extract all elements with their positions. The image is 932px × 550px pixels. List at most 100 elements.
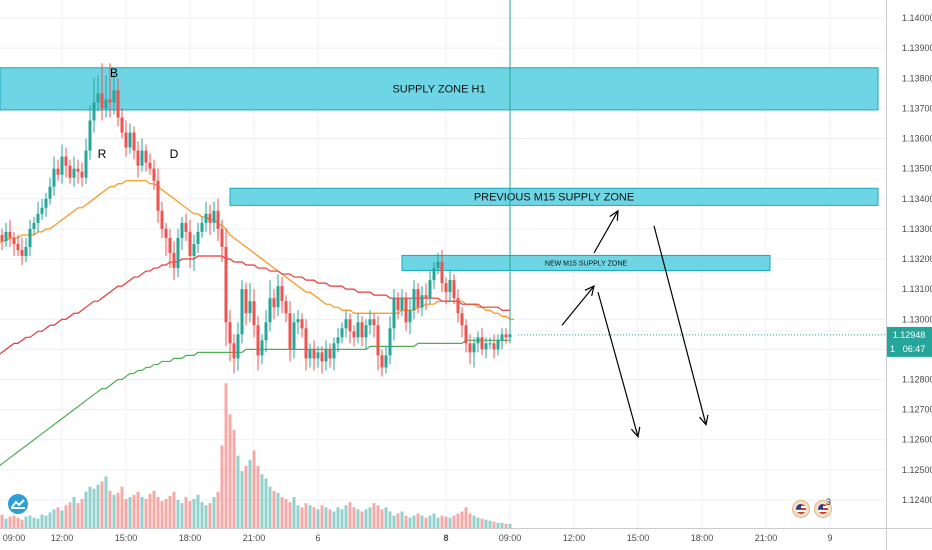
volume-bar (168, 495, 172, 528)
us-flag-event-icon[interactable] (792, 500, 810, 518)
volume-bar (64, 505, 68, 528)
candle-body (324, 349, 328, 362)
candle-body (188, 231, 192, 256)
candle-body (308, 349, 312, 359)
candle-body (8, 231, 12, 238)
candle-body (240, 289, 244, 335)
time-tick-label: 12:00 (563, 533, 586, 543)
volume-bar (148, 493, 152, 528)
price-axis[interactable]: 1.14000 1.13900 1.13800 1.13700 1.13600 1.135… (902, 13, 932, 505)
volume-bar (208, 503, 212, 528)
time-axis[interactable]: 09:00 12:00 15:00 18:00 21:00 6 8 09:00 12:00 15:… (3, 533, 833, 543)
supply-zones: SUPPLY ZONE H1 PREVIOUS M15 SUPPLY ZONE NE… (0, 67, 879, 271)
candle-body (212, 210, 216, 223)
candle-body (508, 334, 512, 338)
candle-body (248, 301, 252, 314)
volume-bar (452, 515, 456, 528)
candle-body (268, 298, 272, 323)
volume-bar (372, 503, 376, 528)
volume-bar (464, 507, 468, 528)
candle-body (332, 343, 336, 359)
volume-bar (352, 507, 356, 528)
volume-bar (316, 509, 320, 528)
volume-bar (144, 499, 148, 528)
projection-arrow (597, 291, 639, 437)
current-price-value: 1.12948 (893, 330, 926, 340)
candle-body (456, 298, 460, 314)
supply-zone (229, 187, 879, 206)
candle-body (464, 325, 468, 344)
price-tick-label: 1.13700 (902, 103, 932, 113)
candle-body (500, 334, 504, 341)
candle-body (36, 213, 40, 223)
candle-body (68, 165, 72, 178)
time-tick-label: 18:00 (691, 533, 714, 543)
projection-arrows (561, 209, 709, 439)
us-flag-event-icon-2[interactable] (814, 500, 832, 518)
candle-body (340, 328, 344, 338)
volume-bar (416, 513, 420, 528)
volume-bar (364, 509, 368, 528)
volume-bar (196, 494, 200, 528)
candle-body (132, 132, 136, 151)
candle-body (272, 298, 276, 308)
volume-bar (392, 515, 396, 528)
volume-bar (296, 505, 300, 528)
volume-bar (248, 459, 252, 528)
supply-zone (0, 67, 879, 111)
volume-bar (76, 503, 80, 528)
candle-body (244, 289, 248, 314)
volume-bar (344, 505, 348, 528)
bar-countdown: 06:47 (903, 344, 926, 354)
candle-body (232, 343, 236, 359)
volume-bar (480, 518, 484, 528)
price-tick-label: 1.12600 (902, 435, 932, 445)
candle-body (176, 237, 180, 269)
candle-body (276, 286, 280, 308)
time-tick-label: 6 (315, 533, 320, 543)
volume-bar (220, 445, 224, 528)
candle-body (152, 168, 156, 181)
candle-body (16, 243, 20, 250)
candle-body (204, 213, 208, 223)
candle-body (396, 298, 400, 311)
candle-body (376, 325, 380, 356)
volume-bar (124, 499, 128, 528)
volume-bar (60, 510, 64, 528)
candle-body (56, 168, 60, 175)
volume-bar (312, 507, 316, 528)
event-count: 3 (826, 497, 832, 507)
volume-bar (308, 505, 312, 528)
volume-bar (48, 512, 52, 528)
candle-body (80, 171, 84, 178)
candle-body (160, 210, 164, 229)
volume-bar (324, 507, 328, 528)
volume-bar (292, 497, 296, 528)
candle-body (496, 340, 500, 350)
volume-bar (152, 490, 156, 528)
candle-body (144, 150, 148, 163)
volume-bar (408, 517, 412, 528)
candle-body (252, 301, 256, 326)
time-tick-label: 18:00 (179, 533, 202, 543)
volume-bar (268, 486, 272, 528)
candle-body (408, 310, 412, 323)
candle-body (372, 319, 376, 326)
volume-bar (260, 474, 264, 528)
price-tick-label: 1.13900 (902, 43, 932, 53)
candle-body (224, 246, 228, 323)
candle-body (108, 99, 112, 103)
volume-bar (288, 502, 292, 528)
volume-bar (180, 503, 184, 528)
candle-body (392, 298, 396, 329)
volume-bar (504, 523, 508, 528)
tradingview-logo-icon[interactable] (8, 494, 28, 514)
volume-bar (376, 505, 380, 528)
volume-bar (420, 515, 424, 528)
price-tick-label: 1.13200 (902, 254, 932, 264)
volume-bar (424, 517, 428, 528)
volume-bar (4, 518, 8, 528)
candle-body (100, 93, 104, 109)
candle-body (420, 295, 424, 308)
volume-bar (44, 515, 48, 528)
